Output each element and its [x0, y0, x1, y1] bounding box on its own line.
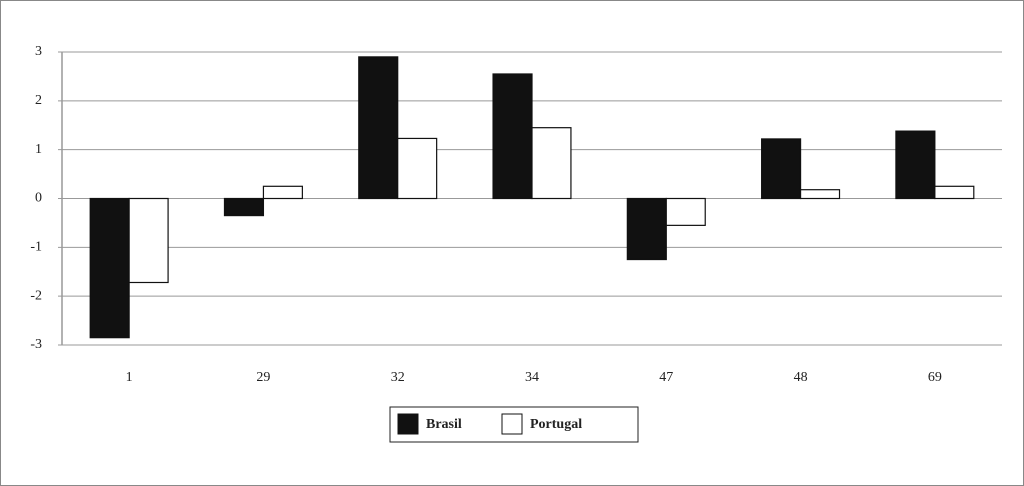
y-tick-label: 3	[35, 44, 42, 59]
legend-label: Brasil	[426, 417, 462, 432]
y-tick-label: 0	[35, 191, 42, 206]
legend-swatch	[397, 413, 419, 435]
y-tick-label: 2	[35, 93, 42, 108]
bar	[89, 197, 130, 339]
y-tick-label: -1	[30, 240, 42, 255]
x-tick-label: 1	[126, 370, 133, 385]
y-tick-label: 1	[35, 142, 42, 157]
bar	[128, 197, 169, 284]
bar	[492, 73, 533, 200]
bar	[934, 185, 975, 200]
bar	[665, 197, 706, 226]
legend-swatch	[501, 413, 523, 435]
bar	[895, 130, 936, 200]
y-tick-label: -2	[30, 288, 42, 303]
x-tick-label: 34	[525, 370, 539, 385]
x-tick-label: 47	[659, 370, 673, 385]
bar	[626, 197, 667, 261]
legend-label: Portugal	[530, 417, 582, 432]
x-tick-label: 69	[928, 370, 942, 385]
x-tick-label: 48	[794, 370, 808, 385]
bar	[761, 138, 802, 200]
bar	[223, 197, 265, 217]
bar	[799, 189, 841, 200]
x-tick-label: 29	[256, 370, 270, 385]
bar	[531, 127, 572, 200]
y-tick-label: -3	[30, 337, 42, 352]
x-tick-label: 32	[391, 370, 405, 385]
bar	[397, 137, 438, 200]
bar	[358, 56, 399, 200]
bar	[262, 185, 303, 200]
